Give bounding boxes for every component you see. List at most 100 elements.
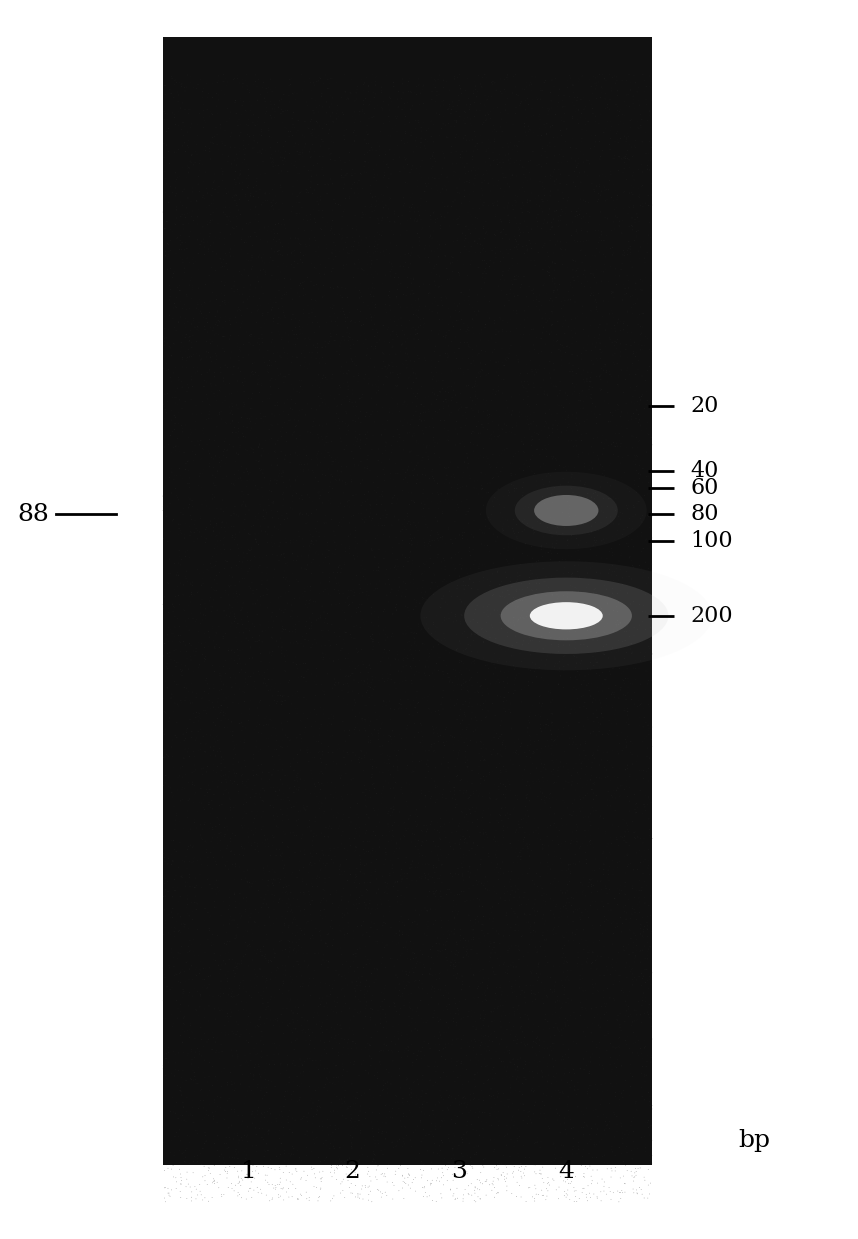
- Point: [274, 315, 287, 335]
- Point: [235, 953, 249, 973]
- Point: [570, 829, 583, 849]
- Point: [271, 393, 285, 413]
- Point: [461, 320, 474, 339]
- Point: [584, 341, 598, 361]
- Point: [200, 138, 214, 157]
- Point: [222, 985, 236, 1005]
- Point: [479, 930, 492, 950]
- Point: [588, 489, 601, 509]
- Point: [487, 311, 501, 331]
- Point: [208, 488, 221, 508]
- Point: [165, 410, 178, 430]
- Point: [570, 815, 583, 835]
- Point: [440, 717, 454, 737]
- Point: [529, 300, 542, 320]
- Point: [525, 930, 539, 950]
- Point: [509, 587, 523, 607]
- Point: [510, 1069, 523, 1089]
- Point: [176, 214, 190, 234]
- Point: [193, 522, 207, 541]
- Point: [320, 414, 334, 434]
- Point: [207, 190, 221, 209]
- Point: [523, 276, 536, 296]
- Point: [480, 447, 493, 467]
- Point: [517, 441, 530, 461]
- Point: [396, 108, 409, 128]
- Point: [585, 1064, 599, 1084]
- Point: [323, 477, 337, 497]
- Point: [463, 432, 477, 452]
- Point: [643, 825, 656, 845]
- Point: [304, 576, 317, 596]
- Point: [214, 159, 228, 178]
- Point: [217, 674, 231, 694]
- Point: [498, 181, 511, 201]
- Point: [455, 966, 468, 986]
- Point: [323, 585, 337, 605]
- Point: [373, 140, 387, 160]
- Point: [555, 834, 569, 854]
- Point: [224, 575, 238, 595]
- Point: [359, 364, 372, 384]
- Point: [235, 1161, 249, 1181]
- Point: [567, 1079, 581, 1099]
- Point: [264, 1113, 278, 1132]
- Point: [402, 368, 416, 388]
- Point: [410, 1093, 424, 1113]
- Point: [161, 99, 175, 119]
- Point: [427, 471, 441, 491]
- Point: [196, 463, 209, 483]
- Point: [509, 658, 523, 678]
- Point: [624, 286, 637, 306]
- Point: [395, 297, 408, 317]
- Point: [210, 580, 224, 600]
- Point: [542, 419, 556, 439]
- Point: [188, 979, 202, 999]
- Point: [263, 1150, 277, 1170]
- Point: [466, 378, 480, 398]
- Point: [264, 415, 278, 435]
- Point: [496, 732, 510, 752]
- Point: [589, 959, 603, 979]
- Point: [516, 327, 529, 347]
- Point: [238, 802, 251, 821]
- Point: [319, 432, 333, 452]
- Point: [353, 579, 367, 598]
- Point: [221, 820, 234, 840]
- Point: [573, 69, 587, 89]
- Point: [574, 190, 588, 209]
- Point: [616, 426, 630, 446]
- Point: [269, 519, 283, 539]
- Point: [581, 707, 595, 727]
- Point: [162, 461, 176, 481]
- Point: [156, 991, 170, 1011]
- Point: [419, 741, 432, 761]
- Point: [567, 270, 581, 290]
- Point: [340, 1062, 353, 1082]
- Point: [305, 399, 318, 419]
- Point: [595, 615, 609, 634]
- Point: [252, 631, 266, 650]
- Point: [349, 693, 363, 712]
- Point: [373, 416, 387, 436]
- Point: [242, 1006, 256, 1026]
- Point: [302, 548, 316, 567]
- Point: [577, 1178, 591, 1198]
- Point: [644, 359, 658, 379]
- Point: [443, 670, 456, 690]
- Point: [562, 503, 576, 523]
- Point: [338, 554, 352, 574]
- Point: [189, 1000, 202, 1020]
- Point: [334, 451, 347, 471]
- Point: [207, 847, 221, 867]
- Point: [158, 384, 172, 404]
- Point: [535, 536, 548, 556]
- Point: [341, 416, 354, 436]
- Point: [625, 356, 639, 375]
- Point: [257, 1108, 271, 1127]
- Point: [366, 639, 380, 659]
- Point: [583, 393, 597, 413]
- Point: [325, 678, 339, 698]
- Point: [274, 1186, 287, 1206]
- Point: [301, 394, 315, 414]
